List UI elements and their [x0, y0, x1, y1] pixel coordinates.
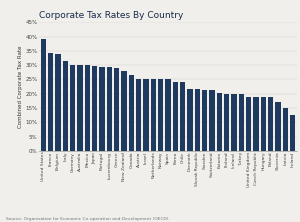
- Bar: [238, 94, 244, 151]
- Bar: [77, 65, 83, 151]
- Bar: [202, 90, 207, 151]
- Bar: [290, 115, 296, 151]
- Bar: [136, 79, 141, 151]
- Bar: [129, 75, 134, 151]
- Bar: [209, 90, 215, 151]
- Bar: [224, 94, 230, 151]
- Bar: [99, 67, 105, 151]
- Bar: [187, 89, 193, 151]
- Text: Source: Organization for Economic Co-operation and Development (OECD).: Source: Organization for Economic Co-ope…: [6, 217, 170, 221]
- Bar: [48, 53, 53, 151]
- Bar: [260, 97, 266, 151]
- Bar: [63, 61, 68, 151]
- Bar: [268, 97, 273, 151]
- Bar: [275, 102, 281, 151]
- Bar: [70, 65, 76, 151]
- Bar: [283, 108, 288, 151]
- Bar: [40, 39, 46, 151]
- Bar: [165, 79, 171, 151]
- Bar: [253, 97, 259, 151]
- Bar: [85, 65, 90, 151]
- Bar: [114, 68, 119, 151]
- Bar: [217, 93, 222, 151]
- Bar: [92, 66, 98, 151]
- Bar: [195, 89, 200, 151]
- Bar: [121, 71, 127, 151]
- Bar: [231, 94, 237, 151]
- Y-axis label: Combined Corporate Tax Rate: Combined Corporate Tax Rate: [18, 45, 23, 128]
- Bar: [106, 67, 112, 151]
- Bar: [151, 79, 156, 151]
- Bar: [143, 79, 149, 151]
- Bar: [180, 82, 185, 151]
- Text: Corporate Tax Rates By Country: Corporate Tax Rates By Country: [39, 11, 183, 20]
- Bar: [158, 79, 164, 151]
- Bar: [246, 97, 251, 151]
- Bar: [172, 82, 178, 151]
- Bar: [55, 54, 61, 151]
